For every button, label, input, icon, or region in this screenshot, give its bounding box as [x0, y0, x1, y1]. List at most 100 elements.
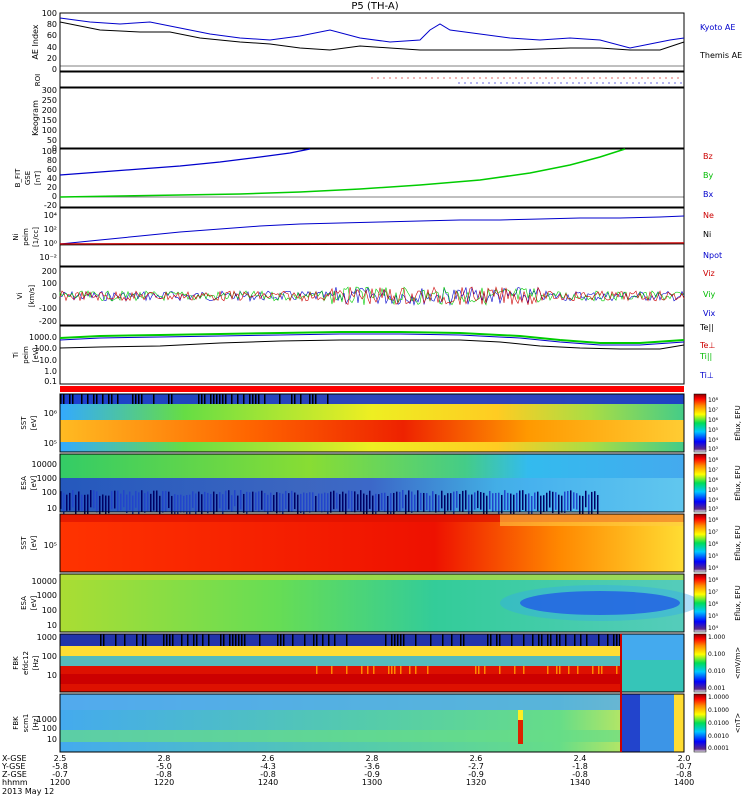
te-par-line	[59, 339, 685, 350]
spectrogram-stripe	[345, 493, 347, 515]
spectrogram-stripe	[72, 394, 74, 404]
footer-value: -3.6	[364, 762, 380, 771]
spectrogram-stripe	[142, 634, 144, 646]
by-line	[59, 148, 626, 198]
spectrogram-stripe	[213, 491, 215, 514]
fbk2-tick: 1000	[37, 715, 57, 724]
cb-tick: 10⁸	[708, 517, 719, 524]
spectrogram-stripe	[111, 491, 113, 510]
roi-dot	[518, 82, 520, 84]
spectrogram-stripe	[478, 666, 480, 674]
cb-tick: 0.1000	[708, 707, 729, 714]
spectrogram-stripe	[153, 394, 155, 404]
spectrogram-stripe	[496, 634, 498, 646]
roi-dot	[530, 82, 532, 84]
spectrogram-stripe	[261, 490, 263, 510]
legend-te-perp: Te⊥	[699, 341, 715, 350]
bfield-tick: 100	[42, 147, 57, 156]
spectrogram-stripe	[540, 495, 542, 516]
density-ylabel: Ni	[12, 233, 20, 240]
spectrogram-stripe	[372, 495, 374, 517]
roi-dot	[383, 77, 385, 79]
spectrogram-stripe	[114, 490, 116, 509]
spectrogram-stripe	[285, 490, 287, 509]
roi-dot	[647, 77, 649, 79]
legend-bx: Bx	[703, 190, 713, 199]
roi-dot	[587, 77, 589, 79]
spectrogram-stripe	[556, 634, 558, 646]
spectrogram-stripe	[216, 394, 218, 404]
spectrogram-stripe	[444, 495, 446, 514]
roi-dot	[599, 77, 601, 79]
spectrogram-stripe	[126, 494, 128, 514]
roi-dot	[482, 82, 484, 84]
legend-viz: Viz	[703, 269, 715, 278]
spectrogram-stripe	[258, 394, 260, 404]
roi-dot	[473, 77, 475, 79]
spectrogram-stripe	[223, 634, 225, 646]
legend-bz: Bz	[703, 152, 713, 161]
keogram-tick: 200	[42, 106, 57, 115]
density-ylabel2: peim	[22, 228, 30, 246]
roi-dot	[371, 77, 373, 79]
spectrogram-stripe	[189, 494, 191, 517]
spectrogram-stripe	[87, 394, 89, 404]
spectrogram-stripe	[522, 490, 524, 510]
spectrogram-stripe	[120, 493, 122, 511]
spectrogram-stripe	[225, 394, 227, 404]
roi-dot	[605, 77, 607, 79]
cb-tick: 10⁶	[708, 477, 719, 484]
roi-dot	[572, 82, 574, 84]
colorbar	[693, 453, 707, 513]
spec2-ylabel: ESA	[20, 476, 28, 490]
spectrogram-stripe	[159, 495, 161, 517]
spectrogram-stripe	[417, 490, 419, 512]
spectrogram-stripe	[613, 634, 615, 646]
keogram-tick: 0	[52, 144, 57, 153]
low-flux-region	[520, 591, 680, 615]
fbk2-ylabel3: [Hz]	[32, 716, 40, 731]
spectrogram-stripe	[391, 666, 393, 674]
spectrogram-stripe	[396, 491, 398, 511]
footer-value: 1200	[50, 778, 70, 787]
spectrogram-stripe	[87, 494, 89, 516]
spectrogram-stripe	[570, 490, 572, 511]
panel-fbk-efdc12: FBK efdc12 [Hz] 1000 100 10 1.000 0.100 …	[12, 633, 742, 693]
spectrogram-stripe	[354, 491, 356, 513]
spectrogram-stripe	[225, 490, 227, 511]
footer-value: 1340	[570, 778, 590, 787]
fbk2-tick: 100	[42, 724, 57, 733]
spectrogram-stripe	[330, 491, 332, 513]
spectrogram-stripe	[565, 634, 567, 646]
panel-sst-ion-spectrogram: SST [eV] 10⁶ 10⁵ 10⁸ 10⁷ 10⁶ 10⁵ 10⁴ 10³…	[20, 393, 742, 453]
spectrogram-stripe	[108, 394, 110, 404]
roi-dot	[671, 77, 673, 79]
spectrogram-stripe	[429, 495, 431, 512]
spectrogram-stripe	[204, 491, 206, 512]
spec4-tick: 10000	[32, 577, 57, 586]
spectrogram-stripe	[555, 492, 557, 510]
legend-vix: Vix	[703, 309, 716, 318]
spectrogram-stripe	[523, 666, 525, 674]
spectrogram-stripe	[220, 634, 222, 646]
spectrogram-stripe	[129, 491, 131, 511]
bx-line	[59, 148, 311, 176]
spectrogram-stripe	[532, 634, 534, 646]
roi-dot	[635, 77, 637, 79]
spectrogram-stripe	[552, 491, 554, 514]
roi-dot	[653, 77, 655, 79]
roi-dot	[563, 77, 565, 79]
spectrogram-stripe	[141, 490, 143, 513]
spectrogram-stripe	[415, 666, 417, 674]
legend-ni: Ni	[703, 230, 711, 239]
cb-label: Eflux, EFU	[734, 405, 742, 440]
spectrogram-stripe	[351, 490, 353, 513]
roi-dot	[608, 82, 610, 84]
spectrogram-stripe	[316, 666, 318, 674]
spectrogram-stripe	[415, 634, 417, 646]
cb-tick: 10⁸	[708, 577, 719, 584]
footer-value: -0.7	[676, 762, 692, 771]
spectrogram-stripe	[492, 493, 494, 512]
roi-dot	[620, 82, 622, 84]
